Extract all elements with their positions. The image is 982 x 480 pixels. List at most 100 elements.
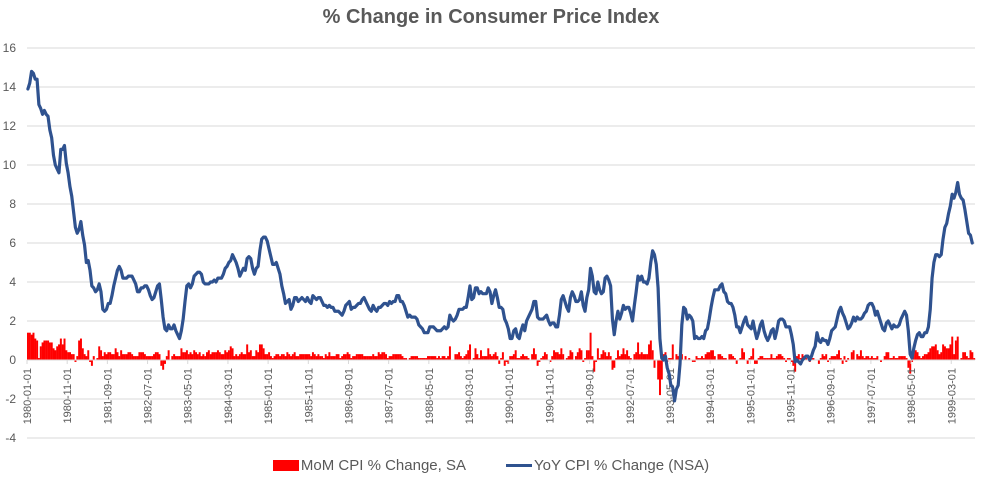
mom-bar: [755, 360, 758, 364]
x-tick-label: 1994-03-01: [705, 368, 717, 424]
mom-bar: [788, 358, 791, 360]
x-tick-label: 1992-07-01: [625, 368, 637, 424]
mom-bar: [341, 356, 344, 360]
mom-bar: [465, 354, 468, 360]
mom-bar: [83, 354, 86, 360]
mom-bar: [600, 354, 603, 360]
x-tick-label: 1985-11-01: [303, 368, 315, 423]
x-tick-label: 1980-11-01: [62, 368, 74, 423]
mom-bar: [616, 350, 619, 360]
mom-bar: [565, 358, 568, 360]
mom-bar: [739, 358, 742, 360]
mom-bar: [244, 354, 247, 360]
legend-swatch-line-icon: [505, 464, 532, 467]
mom-bar: [618, 356, 621, 360]
mom-bar: [193, 350, 196, 360]
x-tick-label: 1989-03-01: [464, 368, 476, 424]
mom-bar: [268, 352, 271, 360]
mom-bar: [677, 356, 680, 360]
mom-bar: [505, 360, 508, 362]
mom-bar: [892, 356, 895, 360]
mom-bar: [774, 358, 777, 360]
mom-bar: [554, 352, 557, 360]
mom-bar: [708, 352, 711, 360]
mom-bar: [847, 358, 850, 360]
mom-bar: [589, 332, 592, 360]
mom-bar: [463, 356, 466, 360]
mom-bar: [651, 350, 654, 360]
mom-bar: [112, 354, 115, 360]
mom-bar: [704, 354, 707, 360]
mom-bar: [598, 358, 601, 360]
mom-bar: [485, 356, 488, 360]
mom-bar: [109, 352, 112, 360]
mom-bar: [841, 360, 844, 364]
mom-bar: [209, 354, 212, 360]
mom-bar: [216, 350, 219, 360]
mom-bar: [304, 354, 307, 360]
mom-bar: [702, 358, 705, 360]
mom-bar: [675, 354, 678, 360]
mom-bar: [346, 352, 349, 360]
mom-bar: [591, 356, 594, 360]
mom-bar: [388, 356, 391, 360]
mom-bar: [207, 350, 210, 360]
legend-swatch-bar-icon: [272, 460, 299, 471]
y-tick-label: 6: [9, 236, 16, 250]
mom-bar: [251, 356, 254, 360]
mom-bar: [518, 358, 521, 360]
mom-bar: [759, 356, 762, 360]
mom-bar: [669, 358, 672, 360]
mom-bar: [792, 360, 795, 366]
mom-bar: [918, 356, 921, 360]
mom-bar: [27, 332, 29, 360]
mom-bar: [273, 356, 276, 360]
x-tick-label: 1984-03-01: [223, 368, 235, 424]
mom-bar: [116, 352, 119, 360]
mom-bar: [609, 356, 612, 360]
mom-bar: [330, 356, 333, 360]
mom-bar: [355, 354, 358, 360]
mom-bar: [61, 344, 64, 360]
mom-bar: [69, 352, 71, 360]
mom-bar: [551, 356, 554, 360]
mom-bar: [34, 338, 37, 360]
mom-bar: [863, 358, 866, 360]
mom-bar: [514, 350, 517, 360]
mom-bar: [607, 352, 610, 360]
mom-bar: [960, 358, 963, 360]
mom-bar: [719, 354, 722, 360]
mom-bar: [63, 338, 66, 360]
mom-bar: [377, 352, 380, 360]
mom-bar: [74, 360, 77, 362]
mom-bar: [501, 352, 504, 360]
mom-bar: [224, 350, 227, 360]
mom-bar: [123, 354, 126, 360]
mom-bar: [445, 358, 448, 360]
mom-bar: [78, 340, 81, 360]
mom-bar: [728, 354, 731, 360]
mom-bar: [481, 356, 484, 360]
mom-bar: [238, 354, 241, 360]
mom-bar: [92, 356, 95, 360]
mom-bar: [255, 350, 258, 360]
mom-bar: [348, 354, 351, 360]
mom-bar: [381, 352, 384, 360]
mom-bar: [242, 354, 245, 360]
mom-bar: [951, 336, 954, 360]
mom-bar: [790, 360, 793, 362]
mom-bar: [817, 360, 820, 364]
mom-bar: [492, 354, 495, 360]
mom-bar: [448, 346, 451, 360]
mom-bar: [269, 356, 272, 360]
mom-bar: [724, 358, 727, 360]
mom-bar: [410, 356, 413, 360]
mom-bar: [850, 352, 853, 360]
mom-bar: [587, 350, 590, 360]
mom-bar: [105, 354, 108, 360]
x-tick-label: 1990-11-01: [544, 368, 556, 423]
mom-bar: [147, 356, 150, 360]
mom-bar: [781, 356, 784, 360]
mom-bar: [85, 356, 88, 360]
mom-bar: [648, 344, 651, 360]
